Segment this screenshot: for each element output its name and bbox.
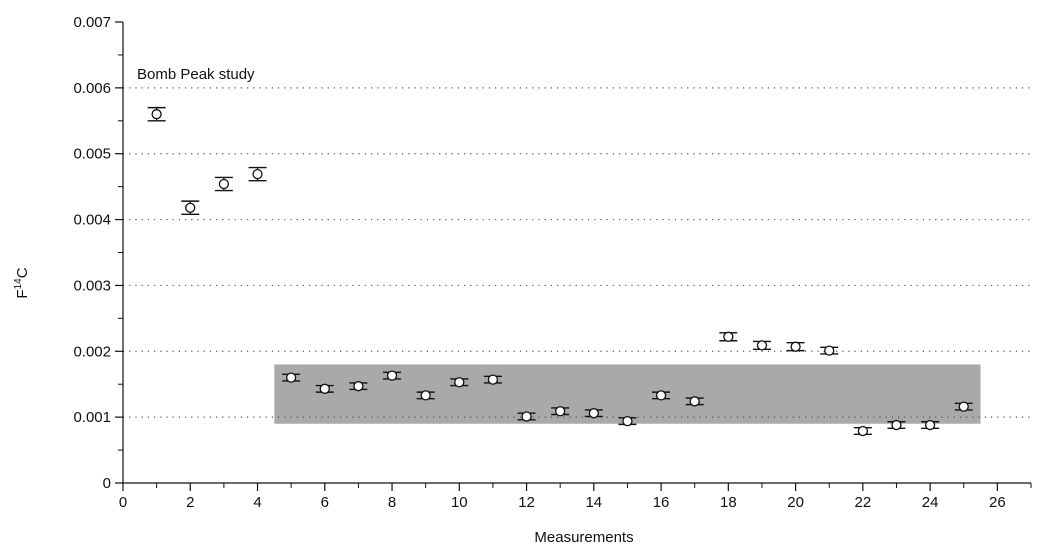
data-point [723,331,734,342]
data-point [790,341,801,352]
data-point-group [181,200,200,216]
band-layer [274,364,981,424]
data-point [655,390,667,401]
data-point [689,396,700,407]
chart-annotation: Bomb Peak study [137,66,255,83]
data-point-group [719,331,738,342]
data-point [252,168,263,180]
shaded-band [274,364,981,424]
y-tick-label: 0.005 [73,146,111,163]
marks-layer [147,106,973,437]
data-point-group [214,176,233,192]
y-tick-label: 0.001 [73,409,111,426]
y-tick-label: 0.002 [73,343,111,360]
x-tick-label: 4 [253,494,261,511]
data-point-group [248,166,267,182]
data-point [924,419,936,431]
data-point-group [685,396,704,407]
x-tick-label: 12 [518,494,535,511]
data-point [824,345,835,356]
data-point-group [147,106,166,122]
x-tick-label: 6 [321,494,329,511]
data-point-group [584,408,603,419]
x-tick-label: 0 [119,494,127,511]
data-point [151,109,162,120]
y-tick-label: 0.007 [73,14,111,31]
y-tick-label: 0.004 [73,212,111,229]
y-tick-label: 0.003 [73,277,111,294]
data-point-group [921,419,940,431]
data-point-group [282,372,301,383]
data-point-group [416,390,435,401]
data-point [353,381,364,392]
data-point [555,406,566,417]
data-point-group [652,390,671,401]
data-point [756,340,768,351]
data-point [185,202,196,213]
y-axis-title: F14C [13,267,31,298]
y-tick-label: 0.006 [73,80,111,97]
data-point-group [618,415,637,427]
data-point-group [349,381,368,392]
x-tick-label: 8 [388,494,396,511]
data-point [891,419,902,431]
x-tick-label: 2 [186,494,194,511]
data-point [588,408,599,419]
y-axis-title-superscript: 14 [13,278,24,290]
data-point-group [315,383,334,394]
data-point [420,390,431,401]
x-tick-label: 26 [989,494,1006,511]
data-point-group [786,341,805,352]
y-axis-title-base: F [14,289,31,298]
data-point [454,377,465,388]
data-point [319,383,330,394]
data-point-group [551,406,570,417]
data-point [857,425,869,437]
x-tick-label: 24 [922,494,939,511]
grid-layer [123,87,1031,418]
data-point [218,178,230,190]
data-point-group [887,419,906,431]
data-point [622,415,633,427]
data-point-group [517,411,536,422]
x-tick-label: 22 [855,494,872,511]
x-tick-label: 14 [585,494,602,511]
data-point [958,401,969,412]
y-axis-title-suffix: C [14,267,31,278]
data-point [285,372,297,383]
data-point-group [383,370,402,381]
x-tick-label: 16 [653,494,670,511]
x-axis-title: Measurements [534,529,633,546]
data-point [487,374,499,385]
data-point-group [450,377,469,388]
data-point-group [483,374,502,385]
data-point-group [853,425,872,437]
x-tick-label: 10 [451,494,468,511]
data-point [386,370,398,381]
data-point-group [820,345,839,356]
data-point [521,411,532,422]
data-point-group [954,401,973,412]
y-tick-label: 0 [103,475,111,492]
x-tick-label: 18 [720,494,737,511]
x-tick-label: 20 [787,494,804,511]
data-point-group [752,340,771,351]
